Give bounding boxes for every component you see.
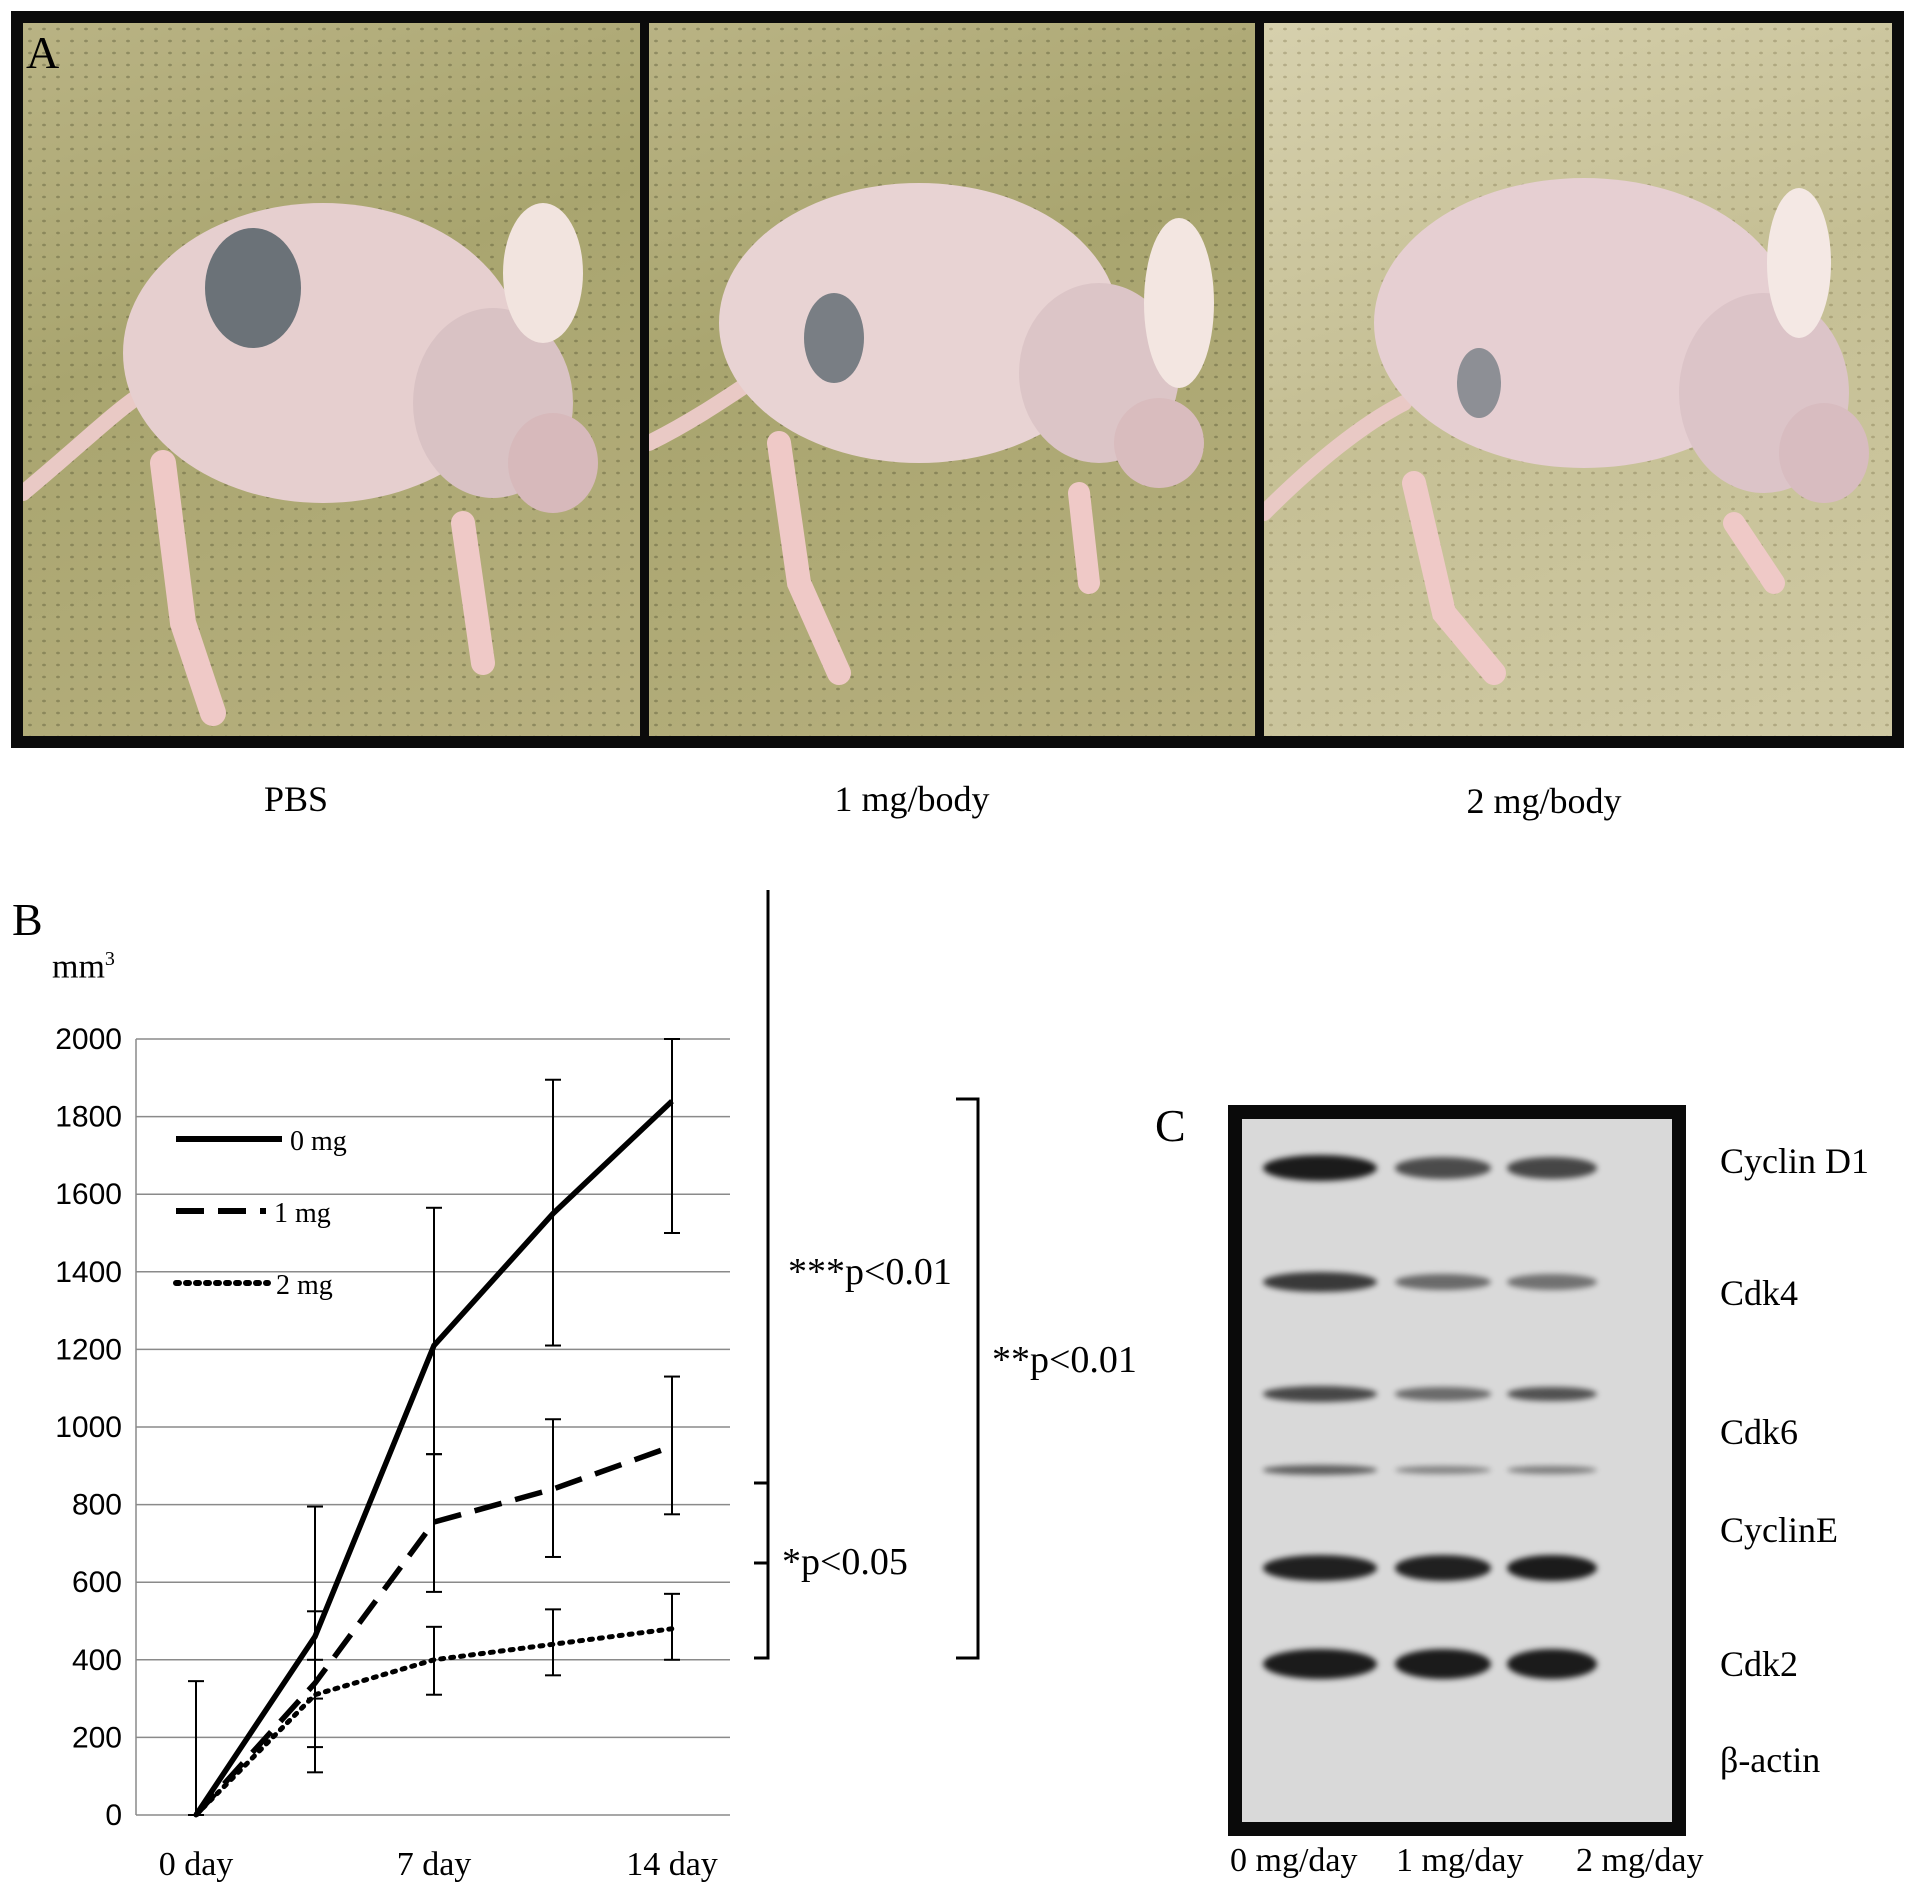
protein-label-cdk6: Cdk6	[1720, 1412, 1799, 1452]
sig-label-2: **p<0.01	[992, 1339, 1137, 1381]
blot-band	[1263, 1555, 1377, 1581]
y-tick-labels: 0 200 400 600 800 1000 1200 1400 1600 1800 2000	[55, 1023, 122, 1832]
protein-label-cycline: CyclinE	[1720, 1510, 1838, 1550]
label-2mg-body: 2 mg/body	[1466, 781, 1622, 821]
label-1mg-body: 1 mg/body	[834, 779, 990, 819]
mouse-photo-pbs	[23, 23, 640, 736]
bracket-2	[754, 1481, 770, 1660]
protein-label-cdk4: Cdk4	[1720, 1273, 1799, 1313]
significance-brackets	[754, 890, 980, 1660]
y-tick-label: 1400	[55, 1256, 122, 1289]
y-tick-label: 0	[105, 1799, 122, 1832]
blot-band	[1395, 1649, 1491, 1679]
blot-band	[1395, 1273, 1491, 1291]
blot-band	[1263, 1386, 1377, 1402]
blot-band	[1507, 1649, 1597, 1679]
y-unit-exponent: 3	[104, 948, 115, 970]
y-tick-label: 400	[72, 1644, 122, 1677]
lane-label-0mg: 0 mg/day	[1230, 1842, 1358, 1879]
y-tick-label: 1600	[55, 1178, 122, 1211]
y-tick-label: 1800	[55, 1101, 122, 1134]
blot-band	[1263, 1272, 1377, 1292]
y-unit: mm	[52, 948, 105, 986]
mouse-photo-panel	[11, 11, 1904, 748]
sig-label-3: *p<0.05	[782, 1541, 908, 1583]
lane-label-2mg: 2 mg/day	[1576, 1842, 1704, 1879]
blot-band	[1395, 1157, 1491, 1179]
protein-label-beta-actin: β-actin	[1720, 1740, 1821, 1780]
panel-b-letter: B	[12, 894, 43, 945]
legend-label: 2 mg	[276, 1270, 333, 1301]
legend: 0 mg 1 mg 2 mg	[173, 1126, 347, 1301]
legend-label: 1 mg	[274, 1198, 331, 1229]
bracket-3	[956, 1097, 980, 1660]
series-lines	[193, 1099, 675, 1818]
sig-label-1: ***p<0.01	[788, 1251, 952, 1293]
y-tick-label: 1000	[55, 1411, 122, 1444]
blot-band	[1507, 1156, 1597, 1180]
series-line-0-mg	[193, 1099, 674, 1817]
blot-band	[1507, 1274, 1597, 1290]
x-tick-labels: 0 day 7 day 14 day	[159, 1846, 718, 1883]
protein-label-cdk2: Cdk2	[1720, 1644, 1799, 1684]
panel-a-letter: A	[26, 27, 60, 78]
blot-band	[1507, 1386, 1597, 1402]
lane-label-1mg: 1 mg/day	[1396, 1842, 1524, 1879]
x-tick-label: 0 day	[159, 1846, 234, 1883]
mouse-photo-1mg	[649, 23, 1255, 736]
y-tick-label: 600	[72, 1566, 122, 1599]
western-blot-membrane	[1242, 1119, 1672, 1822]
blot-band	[1395, 1387, 1491, 1401]
tumor-volume-chart: 0 200 400 600 800 1000 1200 1400 1600 1800 2000 0 …	[55, 890, 980, 1883]
blot-band	[1263, 1465, 1377, 1475]
y-tick-label: 2000	[55, 1023, 122, 1056]
panel-c-letter: C	[1155, 1100, 1186, 1151]
y-tick-label: 1200	[55, 1333, 122, 1366]
mouse-photo-2mg	[1264, 23, 1892, 736]
x-tick-label: 14 day	[626, 1846, 718, 1883]
series-line-2-mg	[193, 1626, 675, 1818]
y-unit-label: mm3	[52, 948, 115, 986]
y-tick-label: 200	[72, 1721, 122, 1754]
blot-band	[1507, 1555, 1597, 1581]
protein-label-cyclin-d1: Cyclin D1	[1720, 1141, 1869, 1181]
blot-band	[1395, 1466, 1491, 1474]
legend-label: 0 mg	[290, 1126, 347, 1157]
blot-band	[1263, 1155, 1377, 1181]
y-tick-label: 800	[72, 1489, 122, 1522]
blot-band	[1263, 1649, 1377, 1679]
bracket-1	[754, 890, 770, 1565]
blot-band	[1395, 1555, 1491, 1581]
label-pbs: PBS	[263, 779, 329, 819]
x-tick-label: 7 day	[397, 1846, 472, 1883]
western-blot	[1228, 1105, 1686, 1836]
blot-band	[1507, 1465, 1597, 1475]
